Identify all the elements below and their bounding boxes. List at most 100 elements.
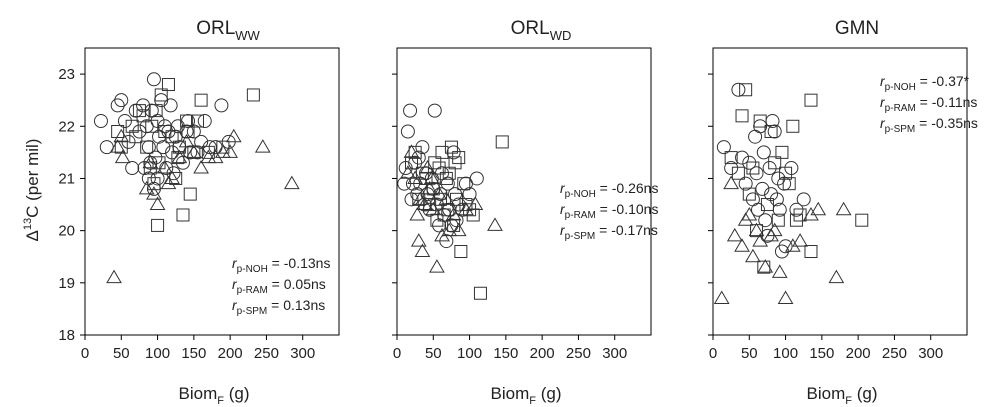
point-triangle [425,201,442,216]
y-axis-title-main: C (per mil) [23,139,42,218]
point-circle [731,82,746,97]
point-circle [749,166,764,181]
point-circle [132,124,147,139]
point-triangle [400,165,416,179]
point-square [742,187,756,201]
panel-title: ORLWD [511,18,572,43]
point-square [154,88,168,102]
x-axis-title-main: Biom [179,384,218,403]
y-tick-label: 22 [58,118,75,135]
annotation-value: = -0.26ns [596,180,659,196]
point-square [246,88,260,102]
point-triangle [467,196,484,211]
point-triangle [207,149,224,164]
point-circle [136,98,151,113]
y-tick-label: 20 [58,223,75,240]
x-axis-title-sub: F [845,395,852,407]
point-triangle [458,201,474,216]
point-triangle [792,233,808,247]
point-triangle [410,233,427,247]
point-square [426,182,440,196]
point-circle [738,176,753,191]
annotation-r: r [880,94,886,110]
point-triangle [407,170,424,184]
point-square [768,156,782,170]
point-triangle [403,144,420,158]
point-circle [716,140,731,155]
point-square [129,130,143,144]
point-triangle [803,206,819,221]
point-triangle [222,144,239,158]
point-square [804,93,818,107]
point-circle [208,140,223,155]
annotation-r: r [880,73,886,89]
point-circle [415,140,430,155]
point-square [125,119,139,133]
point-triangle [171,149,188,164]
x-tick-label: 100 [457,345,482,362]
point-triangle [193,160,209,174]
panel-title-main: ORL [196,18,235,39]
correlation-annotation: rp-RAM = 0.05ns [232,276,326,296]
point-square [444,140,458,154]
correlation-annotation: rp-SPM = 0.13ns [232,297,325,317]
point-square [495,135,509,149]
point-triangle [156,160,173,174]
point-triangle [450,222,467,237]
point-triangle [146,186,162,200]
point-triangle [423,170,440,184]
x-tick-label: 50 [425,345,442,362]
y-tick-label: 21 [58,170,75,187]
point-circle [156,140,171,155]
point-triangle [142,154,159,169]
point-triangle [160,175,177,190]
point-triangle [114,149,131,164]
point-triangle [225,128,242,143]
x-tick-label: 50 [113,345,130,362]
point-triangle [835,201,852,216]
plot-frame [396,47,652,336]
point-triangle [409,206,426,221]
annotation-sub: p-NOH [885,82,916,93]
point-square [140,140,154,154]
x-tick-label: 100 [145,345,170,362]
point-square [158,124,172,138]
point-circle [735,150,750,165]
point-circle [448,187,463,202]
x-tick-label: 200 [846,345,871,362]
point-circle [440,176,455,191]
panel-1: ORLWW 0 50 100 150 200 250 300 18 19 20 21 22 23 BiomF… [58,18,340,407]
annotation-r: r [560,201,566,217]
y-tick-label: 18 [58,327,75,344]
x-tick-label: 0 [393,345,401,362]
point-triangle [178,133,195,148]
point-triangle [414,243,431,258]
point-square [454,245,468,259]
correlation-annotation: rp-NOH = -0.13ns [232,255,330,275]
point-triangle [441,222,458,237]
x-axis-title-suffix: (g) [224,384,250,403]
point-triangle [429,259,445,273]
point-triangle [741,206,758,221]
markers [93,72,300,284]
point-square [775,145,789,159]
point-triangle [438,191,455,205]
annotation-sub: p-NOH [565,189,596,200]
y-tick-label: 19 [58,275,75,292]
point-triangle [752,233,769,247]
x-axis-title: BiomF (g) [491,384,562,407]
panel-title: ORLWW [196,18,260,43]
point-triangle [419,160,436,174]
point-square [176,208,190,222]
point-circle [789,202,804,217]
point-triangle [734,238,750,252]
point-square [149,104,163,118]
x-tick-label: 250 [882,345,907,362]
point-circle [197,114,212,129]
point-circle [778,239,793,254]
point-circle [758,213,773,228]
x-tick-label: 150 [181,345,206,362]
point-circle [146,72,161,87]
point-square [190,114,204,128]
point-circle [769,192,784,207]
